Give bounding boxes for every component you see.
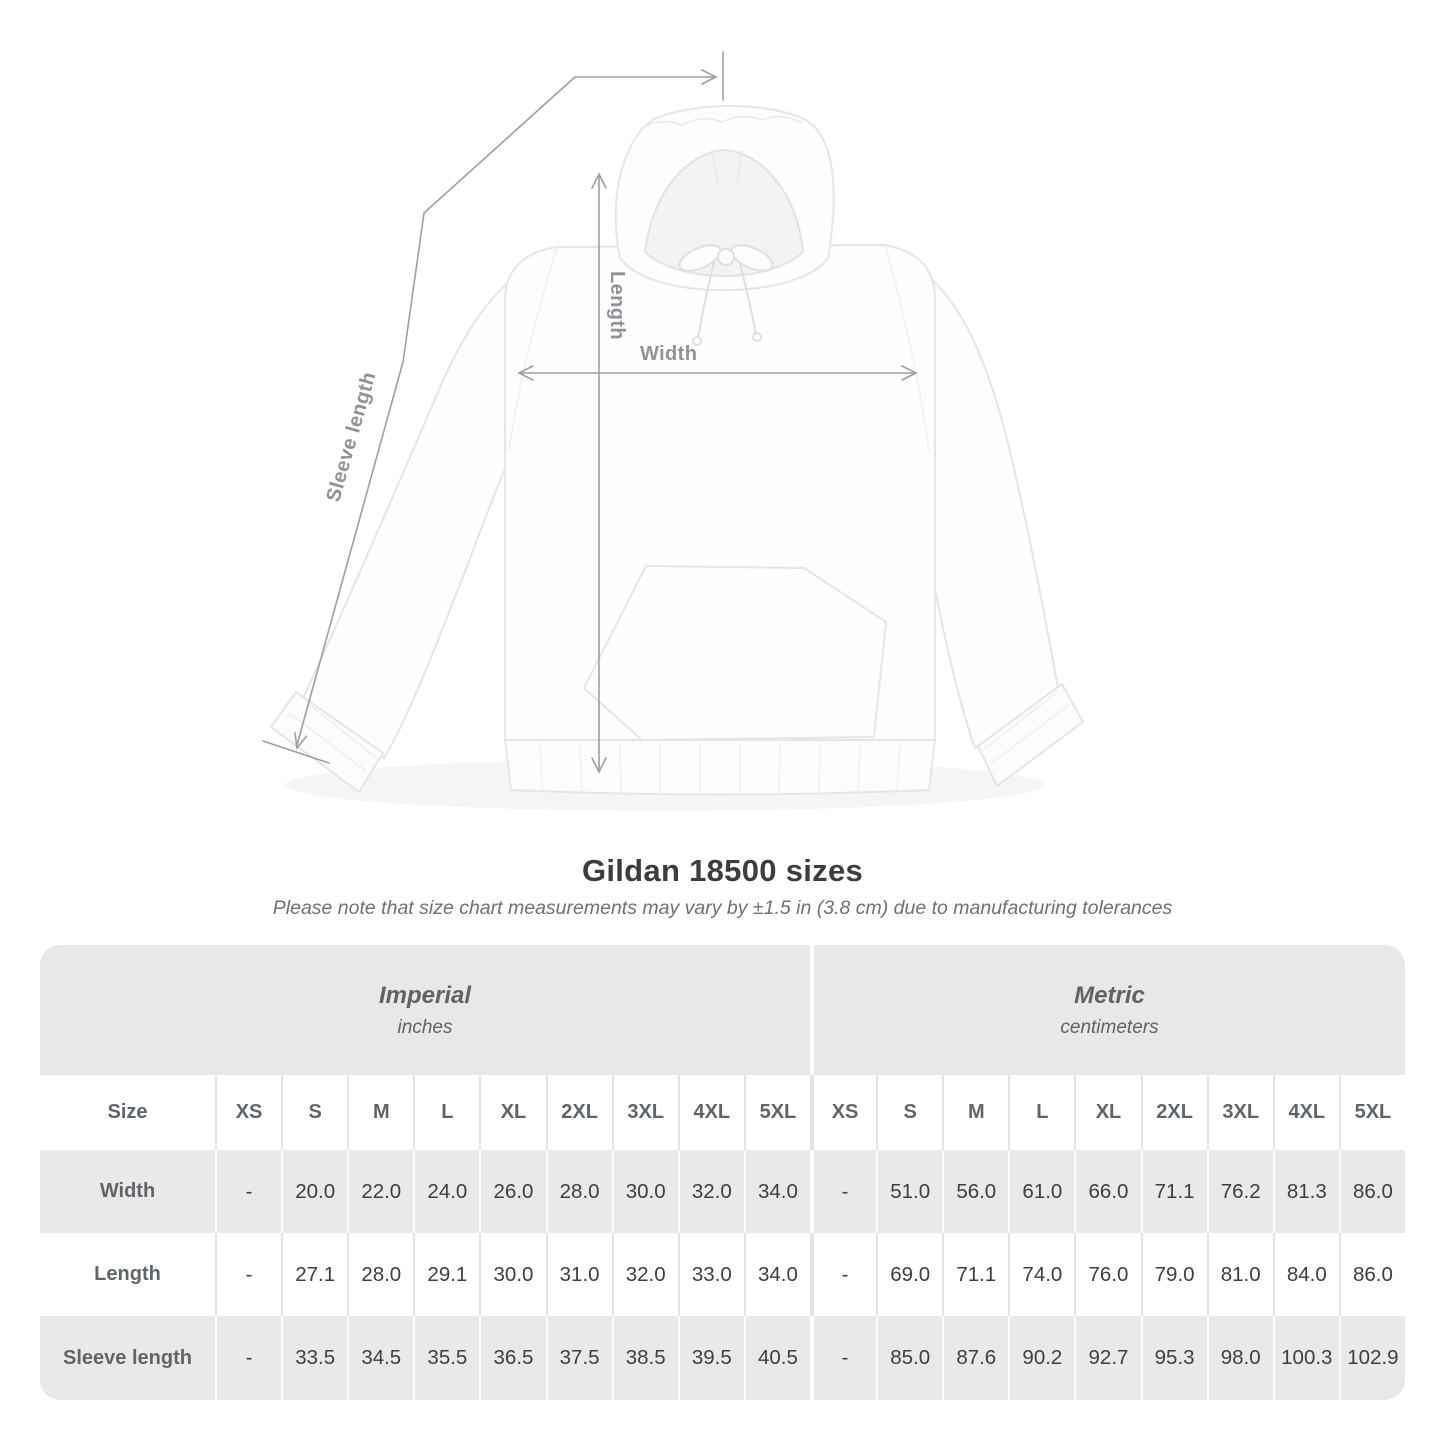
size-col-header: XL xyxy=(479,1075,546,1150)
value-cell: 56.0 xyxy=(942,1150,1009,1233)
value-cell: 32.0 xyxy=(677,1150,744,1233)
size-col-header: M xyxy=(347,1075,414,1150)
size-corner-header: Size xyxy=(40,1075,215,1150)
hoodie-measurement-diagram: Length Width Sleeve length xyxy=(262,51,1084,796)
value-cell: 61.0 xyxy=(1008,1150,1075,1233)
value-cell: 31.0 xyxy=(545,1233,612,1316)
value-cell: 95.3 xyxy=(1140,1316,1207,1400)
unit-group-unit: inches xyxy=(397,1016,453,1038)
unit-group-unit: centimeters xyxy=(1060,1016,1159,1038)
value-cell: 33.5 xyxy=(281,1316,348,1400)
value-cell: 36.5 xyxy=(479,1316,546,1400)
value-cell: 76.0 xyxy=(1074,1233,1141,1316)
size-col-header: 3XL xyxy=(611,1075,678,1150)
size-col-header: XL xyxy=(1074,1075,1141,1150)
value-cell: 32.0 xyxy=(611,1233,678,1316)
size-col-header: M xyxy=(942,1075,1009,1150)
value-cell: 81.0 xyxy=(1206,1233,1273,1316)
size-col-header: 4XL xyxy=(677,1075,744,1150)
value-cell: 39.5 xyxy=(677,1316,744,1400)
drawstring-bow xyxy=(678,244,774,346)
value-cell: 76.2 xyxy=(1206,1150,1273,1233)
value-cell: 87.6 xyxy=(942,1316,1009,1400)
row-label: Width xyxy=(40,1150,215,1233)
unit-group-1: Metric centimeters xyxy=(810,945,1405,1075)
value-cell: 24.0 xyxy=(413,1150,480,1233)
value-cell: 34.0 xyxy=(743,1150,810,1233)
row-label: Length xyxy=(40,1233,215,1316)
width-arrow xyxy=(517,365,918,381)
size-col-header: 4XL xyxy=(1272,1075,1339,1150)
value-cell: 34.0 xyxy=(743,1233,810,1316)
value-cell: 26.0 xyxy=(479,1150,546,1233)
value-cell: - xyxy=(810,1233,877,1316)
size-col-header: XS xyxy=(810,1075,877,1150)
value-cell: 102.9 xyxy=(1338,1316,1405,1400)
length-measure-label: Length xyxy=(606,271,628,341)
value-cell: - xyxy=(810,1316,877,1400)
value-cell: 74.0 xyxy=(1008,1233,1075,1316)
value-cell: 34.5 xyxy=(347,1316,414,1400)
value-cell: 27.1 xyxy=(281,1233,348,1316)
value-cell: 28.0 xyxy=(545,1150,612,1233)
value-cell: 86.0 xyxy=(1338,1150,1405,1233)
measurement-arrows xyxy=(262,51,918,774)
value-cell: 51.0 xyxy=(876,1150,943,1233)
value-cell: - xyxy=(810,1150,877,1233)
value-cell: - xyxy=(215,1233,282,1316)
size-table: Imperial inches Metric centimeters Size XS S M L… xyxy=(40,945,1405,1400)
value-cell: 33.0 xyxy=(677,1233,744,1316)
value-cell: 30.0 xyxy=(611,1150,678,1233)
value-cell: 86.0 xyxy=(1338,1233,1405,1316)
end-tick xyxy=(262,740,330,764)
value-cell: 20.0 xyxy=(281,1150,348,1233)
value-cell: 85.0 xyxy=(876,1316,943,1400)
value-cell: - xyxy=(215,1150,282,1233)
hoodie-illustration xyxy=(262,51,1084,796)
size-col-header: S xyxy=(876,1075,943,1150)
value-cell: 69.0 xyxy=(876,1233,943,1316)
hoodie-graphic xyxy=(270,104,1084,796)
sleeve-length-arrow xyxy=(262,51,724,764)
value-cell: 38.5 xyxy=(611,1316,678,1400)
size-col-header: 5XL xyxy=(743,1075,810,1150)
value-cell: 90.2 xyxy=(1008,1316,1075,1400)
value-cell: 92.7 xyxy=(1074,1316,1141,1400)
value-cell: 30.0 xyxy=(479,1233,546,1316)
unit-group-label: Metric xyxy=(1074,981,1145,1009)
unit-group-0: Imperial inches xyxy=(40,945,810,1075)
size-col-header: XS xyxy=(215,1075,282,1150)
size-col-header: 2XL xyxy=(545,1075,612,1150)
size-col-header: 3XL xyxy=(1206,1075,1273,1150)
value-cell: 98.0 xyxy=(1206,1316,1273,1400)
value-cell: - xyxy=(215,1316,282,1400)
tolerance-note: Please note that size chart measurements… xyxy=(272,897,1173,919)
size-col-header: L xyxy=(413,1075,480,1150)
value-cell: 66.0 xyxy=(1074,1150,1141,1233)
value-cell: 71.1 xyxy=(1140,1150,1207,1233)
size-col-header: L xyxy=(1008,1075,1075,1150)
value-cell: 81.3 xyxy=(1272,1150,1339,1233)
size-col-header: 5XL xyxy=(1338,1075,1405,1150)
value-cell: 84.0 xyxy=(1272,1233,1339,1316)
value-cell: 29.1 xyxy=(413,1233,480,1316)
value-cell: 37.5 xyxy=(545,1316,612,1400)
value-cell: 28.0 xyxy=(347,1233,414,1316)
row-label: Sleeve length xyxy=(40,1316,215,1400)
value-cell: 40.5 xyxy=(743,1316,810,1400)
unit-group-label: Imperial xyxy=(378,981,472,1009)
value-cell: 71.1 xyxy=(942,1233,1009,1316)
size-col-header: 2XL xyxy=(1140,1075,1207,1150)
value-cell: 22.0 xyxy=(347,1150,414,1233)
value-cell: 35.5 xyxy=(413,1316,480,1400)
value-cell: 79.0 xyxy=(1140,1233,1207,1316)
size-col-header: S xyxy=(281,1075,348,1150)
width-measure-label: Width xyxy=(640,343,698,365)
page-title: Gildan 18500 sizes xyxy=(581,853,864,888)
value-cell: 100.3 xyxy=(1272,1316,1339,1400)
length-arrow xyxy=(591,172,607,774)
